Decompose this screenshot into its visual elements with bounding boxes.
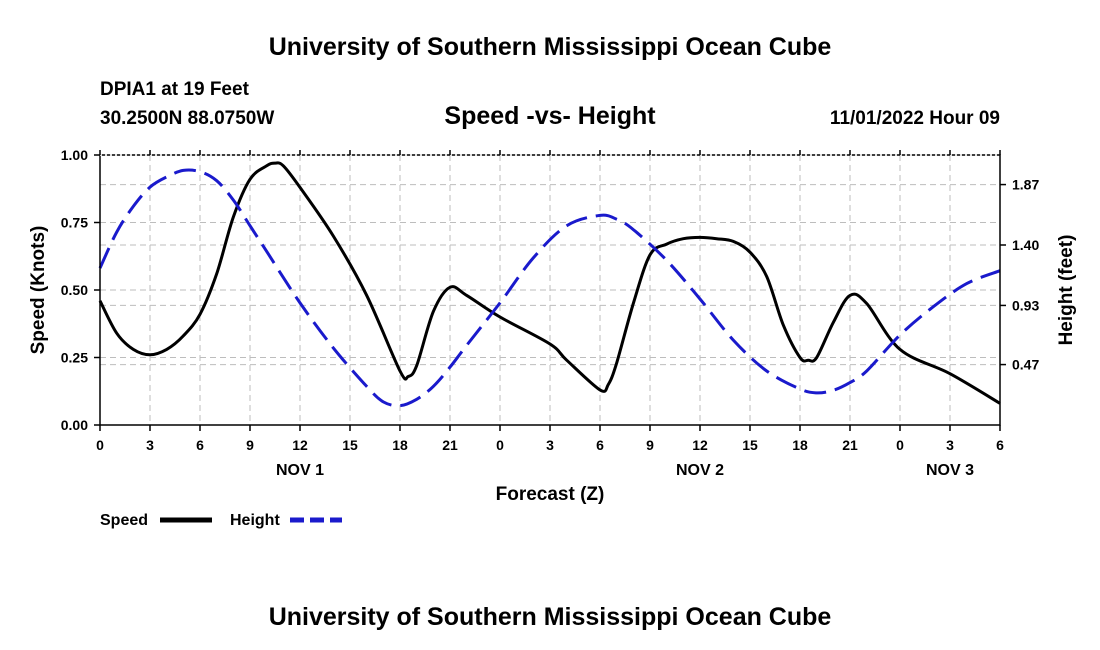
- x-tick-label: 21: [442, 437, 458, 453]
- x-tick-label: 0: [496, 437, 504, 453]
- legend: Speed Height: [100, 512, 342, 529]
- station-label: DPIA1 at 19 Feet: [100, 79, 250, 100]
- y-left-tick-label: 0.25: [61, 350, 88, 366]
- y-left-tick-label: 1.00: [61, 147, 88, 163]
- y-left-tick-label: 0.50: [61, 282, 88, 298]
- page-title: University of Southern Mississippi Ocean…: [269, 33, 832, 61]
- x-tick-label: 0: [96, 437, 104, 453]
- tick-marks: [94, 150, 1006, 431]
- x-tick-label: 9: [646, 437, 654, 453]
- x-tick-label: 15: [342, 437, 358, 453]
- day-label: NOV 2: [676, 462, 724, 479]
- x-tick-label: 3: [146, 437, 154, 453]
- x-tick-label: 3: [546, 437, 554, 453]
- y-left-tick-label: 0.00: [61, 417, 88, 433]
- x-tick-label: 9: [246, 437, 254, 453]
- x-axis-label: Forecast (Z): [496, 484, 605, 505]
- x-tick-label: 6: [596, 437, 604, 453]
- legend-speed-label: Speed: [100, 512, 148, 529]
- y-right-tick-label: 0.93: [1012, 297, 1039, 313]
- datetime-label: 11/01/2022 Hour 09: [830, 108, 1000, 129]
- location-label: 30.2500N 88.0750W: [100, 108, 274, 129]
- chart-title: Speed -vs- Height: [444, 102, 656, 130]
- x-tick-label: 18: [792, 437, 808, 453]
- series-line-height: [98, 168, 1001, 408]
- y-left-tick-labels: 0.00 0.25 0.50 0.75 1.00: [61, 147, 88, 433]
- y-right-axis-label: Height (feet): [1056, 235, 1077, 346]
- grid-lines: [100, 155, 1000, 425]
- y-left-tick-label: 0.75: [61, 215, 88, 231]
- x-tick-label: 6: [196, 437, 204, 453]
- y-left-axis-label: Speed (Knots): [28, 226, 49, 355]
- y-right-tick-label: 1.87: [1012, 177, 1039, 193]
- series-layer: [98, 161, 1001, 408]
- x-tick-labels: 0 3 6 9 12 15 18 21 0 3 6 9 12 15 18 21 0 3 6: [96, 437, 1004, 453]
- x-tick-label: 15: [742, 437, 758, 453]
- y-right-tick-labels: 0.47 0.93 1.40 1.87: [1012, 177, 1039, 373]
- legend-height-label: Height: [230, 512, 280, 529]
- x-tick-label: 3: [946, 437, 954, 453]
- day-labels: NOV 1 NOV 2 NOV 3: [276, 462, 974, 479]
- footer-title: University of Southern Mississippi Ocean…: [269, 603, 832, 631]
- x-tick-label: 18: [392, 437, 408, 453]
- x-tick-label: 12: [292, 437, 308, 453]
- x-tick-label: 6: [996, 437, 1004, 453]
- x-tick-label: 21: [842, 437, 858, 453]
- y-right-tick-label: 0.47: [1012, 357, 1039, 373]
- day-label: NOV 1: [276, 462, 324, 479]
- y-right-tick-label: 1.40: [1012, 237, 1039, 253]
- x-tick-label: 12: [692, 437, 708, 453]
- series-line-speed: [98, 161, 1001, 405]
- x-tick-label: 0: [896, 437, 904, 453]
- day-label: NOV 3: [926, 462, 974, 479]
